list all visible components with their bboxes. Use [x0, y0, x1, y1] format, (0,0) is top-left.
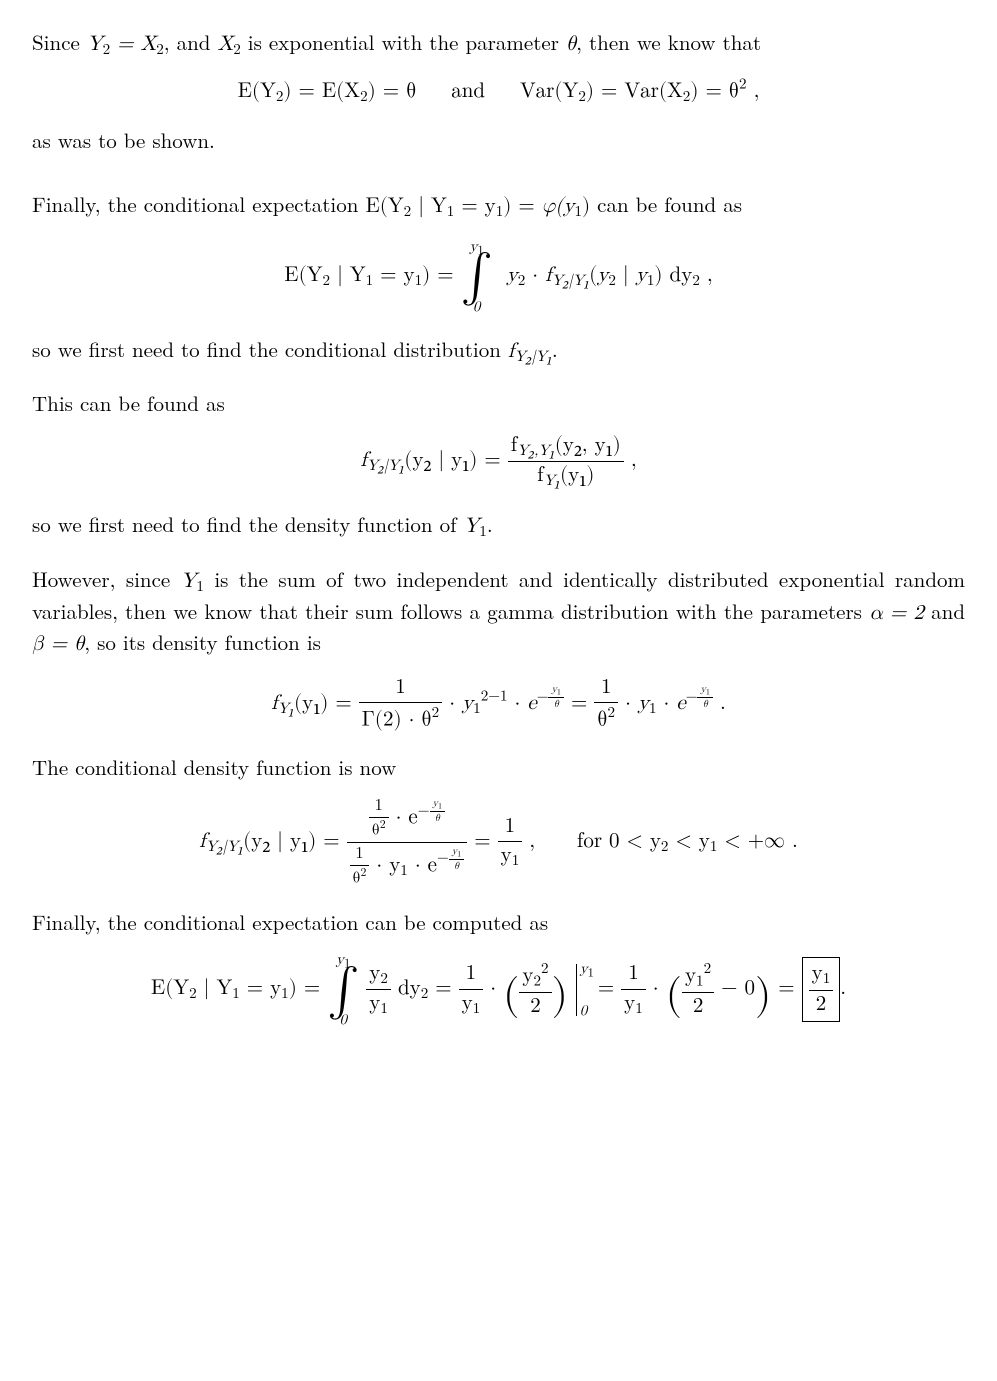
math-beta: β = θ	[32, 634, 84, 655]
math-Y1b: Y1	[181, 571, 204, 592]
math-theta: θ	[566, 34, 576, 55]
text: .	[487, 509, 493, 539]
para-intro: Since Y2 = X2, and X2 is exponential wit…	[32, 28, 965, 61]
text: can be found as	[590, 189, 742, 219]
para-cond-density-now: The conditional density function is now	[32, 753, 965, 781]
eval-bar-icon: y10	[576, 964, 577, 1017]
text: is exponential with the parameter	[241, 27, 566, 57]
eq-cond-exp-integral: E(Y2 | Y1 = y1) = y1 ∫ 0 y2 · fY₂|Y₁(y2 …	[32, 237, 965, 317]
text: , then we know that	[576, 27, 761, 57]
para-gamma: However, since Y1 is the sum of two inde…	[32, 565, 965, 660]
para-cond-exp-intro: Finally, the conditional expectation E(Y…	[32, 190, 965, 223]
text: so we first need to find the density fun…	[32, 509, 464, 539]
text: and	[924, 596, 965, 626]
math-Y1: Y1	[464, 516, 487, 537]
math-cond-exp: E(Y2 | Y1 = y1) = φ(y1)	[365, 196, 590, 217]
text: so we first need to find the conditional…	[32, 334, 508, 364]
boxed-answer: y12	[802, 957, 841, 1022]
text: .	[552, 334, 558, 364]
eq-fY1: fY₁(y₁) = 1 Γ(2) · θ2 · y12−1 · e−y1θ = …	[32, 674, 965, 735]
math-alpha: α = 2	[869, 603, 924, 624]
para-final-compute: Finally, the conditional expectation can…	[32, 908, 965, 936]
integral-icon: y1 ∫ 0	[461, 237, 493, 317]
eq-mean-var: E(Y2) = E(X2) = θ and Var(Y2) = Var(X2) …	[32, 75, 965, 108]
text: , and	[164, 27, 218, 57]
math-fY2Y1: fY₂|Y₁	[508, 341, 552, 362]
eq-cond-density-def: fY₂|Y₁(y₂ | y₁) = fY₂,Y₁(y₂, y₁) fY₁(y₁)…	[32, 432, 965, 492]
para-need-density-Y1: so we first need to find the density fun…	[32, 510, 965, 543]
text: However, since	[32, 564, 181, 594]
text: Finally, the conditional expectation	[32, 189, 365, 219]
eq-cond-density: fY₂|Y₁(y₂ | y₁) = 1θ2 · e−y1θ 1θ2 · y1 ·…	[32, 795, 965, 889]
text: , so its density function is	[84, 627, 321, 657]
text: Since	[32, 27, 87, 57]
eq-final: E(Y2 | Y1 = y1) = y1 ∫ 0 y2 y1 dy2 = 1 y…	[32, 950, 965, 1030]
para-need-cond-dist: so we first need to find the conditional…	[32, 335, 965, 368]
math-X2: X2	[217, 34, 240, 55]
math-Y2eqX2: Y2 = X2	[87, 34, 164, 55]
para-found-as: This can be found as	[32, 389, 965, 417]
para-shown: as was to be shown.	[32, 126, 965, 154]
integral-icon: y1 ∫ 0	[327, 950, 359, 1030]
